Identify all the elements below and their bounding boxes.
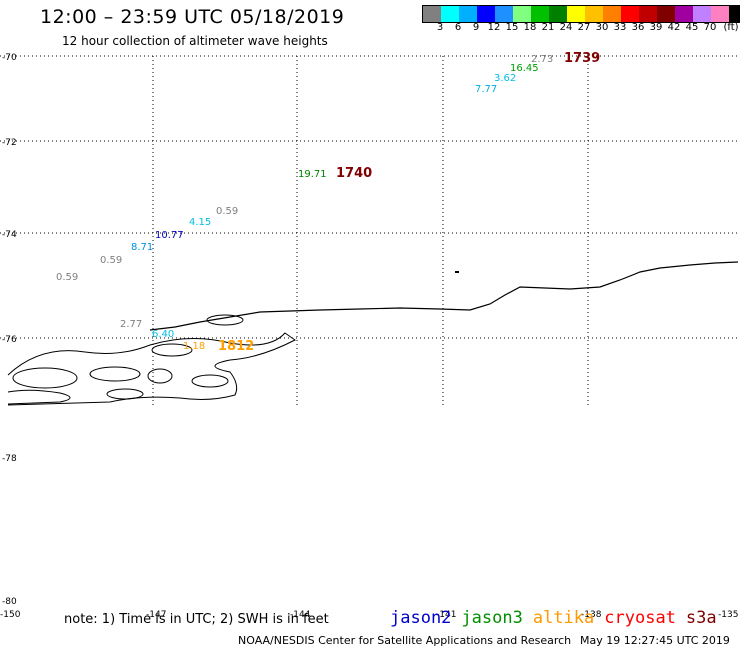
scale-label: 30: [595, 22, 609, 33]
satellite-legend: jason2 jason3 altika cryosat s3a: [390, 608, 727, 628]
scale-label: 21: [541, 22, 555, 33]
wave-height-label: 2.73: [531, 54, 553, 65]
wave-height-label: 4.15: [189, 217, 211, 228]
longitude-label: -144: [290, 610, 311, 620]
scale-label: 18: [523, 22, 537, 33]
scale-swatch: [459, 6, 477, 22]
latitude-label: -80: [2, 597, 17, 607]
scale-swatch: [477, 6, 495, 22]
scale-swatch: [549, 6, 567, 22]
scale-label: 24: [559, 22, 573, 33]
scale-swatch: [657, 6, 675, 22]
wave-height-label: 2.77: [120, 319, 142, 330]
wave-height-color-scale: [422, 5, 740, 23]
credit-line: NOAA/NESDIS Center for Satellite Applica…: [238, 634, 572, 647]
island-outline: [206, 314, 244, 326]
scale-label: 9: [472, 22, 480, 33]
scale-swatch: [513, 6, 531, 22]
wave-height-label: 3.62: [494, 73, 516, 84]
longitude-label: -138: [581, 610, 602, 620]
longitude-label: -147: [146, 610, 166, 620]
scale-label: 12: [487, 22, 501, 33]
island-outline: [191, 374, 229, 388]
scale-label: 6: [454, 22, 462, 33]
scale-swatch: [423, 6, 441, 22]
scale-label: 33: [613, 22, 627, 33]
scale-swatch: [693, 6, 711, 22]
generation-timestamp: May 19 12:27:45 UTC 2019: [580, 634, 730, 647]
wave-height-label: 16.45: [510, 63, 539, 74]
satellite-name: jason2: [390, 608, 452, 628]
wave-height-label: 10.77: [155, 230, 184, 241]
wave-height-label: 6.40: [152, 329, 174, 340]
wave-height-label: 0.59: [216, 206, 238, 217]
scale-swatch: [441, 6, 459, 22]
island-outline: [106, 388, 144, 400]
latitude-label: -76: [2, 335, 17, 345]
island-outline: [151, 343, 193, 357]
longitude-label: -150: [0, 610, 21, 620]
latitude-label: -78: [2, 454, 17, 464]
scale-swatch: [639, 6, 657, 22]
satellite-name: s3a: [685, 608, 717, 628]
scale-label: 27: [577, 22, 591, 33]
scale-swatch: [711, 6, 729, 22]
wave-height-label: 1812: [218, 339, 254, 354]
island-outline: [7, 389, 71, 405]
scale-swatch: [603, 6, 621, 22]
wave-height-label: 1.18: [183, 341, 205, 352]
wave-height-label: 0.59: [56, 272, 78, 283]
scale-swatch: [567, 6, 585, 22]
scale-label: 15: [505, 22, 519, 33]
longitude-label: -141: [436, 610, 456, 620]
island-outline: [147, 368, 173, 384]
scale-swatch: [495, 6, 513, 22]
wave-height-label: 19.71: [298, 169, 327, 180]
island-outline: [89, 366, 141, 382]
scale-label: 3: [436, 22, 444, 33]
map-title: 12:00 – 23:59 UTC 05/18/2019: [40, 6, 345, 28]
scale-unit-label: (ft): [723, 22, 739, 33]
map-subtitle: 12 hour collection of altimeter wave hei…: [62, 34, 328, 48]
scale-label: 70: [703, 22, 717, 33]
scale-swatch: [585, 6, 603, 22]
scale-swatch: [729, 6, 740, 22]
latitude-label: -70: [2, 53, 17, 63]
footer-note: note: 1) Time is in UTC; 2) SWH is in fe…: [64, 612, 329, 627]
scale-label: 45: [685, 22, 699, 33]
scale-label: 39: [649, 22, 663, 33]
wave-height-label: 1740: [336, 166, 372, 181]
scale-swatch: [531, 6, 549, 22]
wave-height-label: 8.71: [131, 242, 153, 253]
island-outline: [12, 367, 78, 389]
satellite-name: altika: [532, 608, 595, 628]
scale-label: 36: [631, 22, 645, 33]
latitude-label: -72: [2, 138, 17, 148]
satellite-name: jason3: [461, 608, 523, 628]
scale-swatch: [675, 6, 693, 22]
latitude-label: -74: [2, 230, 17, 240]
wave-height-label: 0.59: [100, 255, 122, 266]
scale-swatch: [621, 6, 639, 22]
small-island: [455, 271, 459, 273]
wave-height-label: 1739: [564, 51, 600, 66]
scale-label: 42: [667, 22, 681, 33]
coastline: [149, 261, 739, 331]
satellite-name: cryosat: [604, 608, 676, 628]
wave-height-label: 7.77: [475, 84, 497, 95]
longitude-label: -135: [718, 610, 738, 620]
coastline-inner: [7, 332, 296, 406]
